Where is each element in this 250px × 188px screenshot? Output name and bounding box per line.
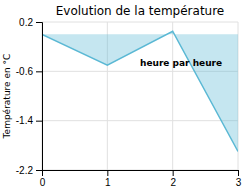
y-tick: -2.2 bbox=[16, 165, 42, 176]
grid-line-y bbox=[42, 120, 238, 121]
x-tick-label: 0 bbox=[40, 177, 46, 188]
annotation: heure par heure bbox=[140, 58, 222, 68]
y-tick-label: -2.2 bbox=[16, 165, 34, 176]
y-tick: -1.4 bbox=[16, 115, 42, 126]
x-axis-line bbox=[43, 171, 239, 177]
x-tick-mark bbox=[107, 170, 108, 176]
y-tick-mark bbox=[36, 121, 42, 122]
grid-line-y bbox=[42, 22, 238, 23]
y-axis-title: Température en °C bbox=[2, 54, 12, 140]
x-tick: 0 bbox=[40, 170, 46, 188]
x-tick-mark bbox=[173, 170, 174, 176]
grid bbox=[42, 22, 238, 170]
x-tick: 1 bbox=[105, 170, 111, 188]
plot-area: 0 1 2 3 0.2 -0.6 -1.4 -2.2 heure par heure bbox=[16, 17, 242, 188]
marks bbox=[42, 31, 238, 151]
chart: 0 1 2 3 0.2 -0.6 -1.4 -2.2 heure par heure Evolut… bbox=[0, 0, 250, 188]
x-tick: 2 bbox=[170, 170, 176, 188]
x-tick: 3 bbox=[236, 170, 242, 188]
x-axis: 0 1 2 3 bbox=[40, 170, 242, 188]
y-axis-line bbox=[36, 23, 43, 171]
x-tick-label: 1 bbox=[105, 177, 111, 188]
grid-line-x bbox=[172, 22, 173, 170]
y-tick-label: 0.2 bbox=[19, 17, 33, 28]
y-axis: 0.2 -0.6 -1.4 -2.2 bbox=[16, 17, 43, 176]
y-tick-mark bbox=[36, 71, 42, 72]
y-tick-label: -0.6 bbox=[16, 66, 34, 77]
y-tick-mark bbox=[36, 170, 42, 171]
x-tick-mark bbox=[238, 170, 239, 176]
y-tick-mark bbox=[36, 22, 42, 23]
y-tick: -0.6 bbox=[16, 66, 42, 77]
line bbox=[42, 31, 238, 151]
x-tick-label: 3 bbox=[236, 177, 242, 188]
area bbox=[42, 31, 238, 151]
y-tick-label: -1.4 bbox=[16, 115, 34, 126]
x-tick-label: 2 bbox=[170, 177, 176, 188]
y-tick: 0.2 bbox=[19, 17, 42, 28]
title: Evolution de la température bbox=[56, 4, 225, 18]
